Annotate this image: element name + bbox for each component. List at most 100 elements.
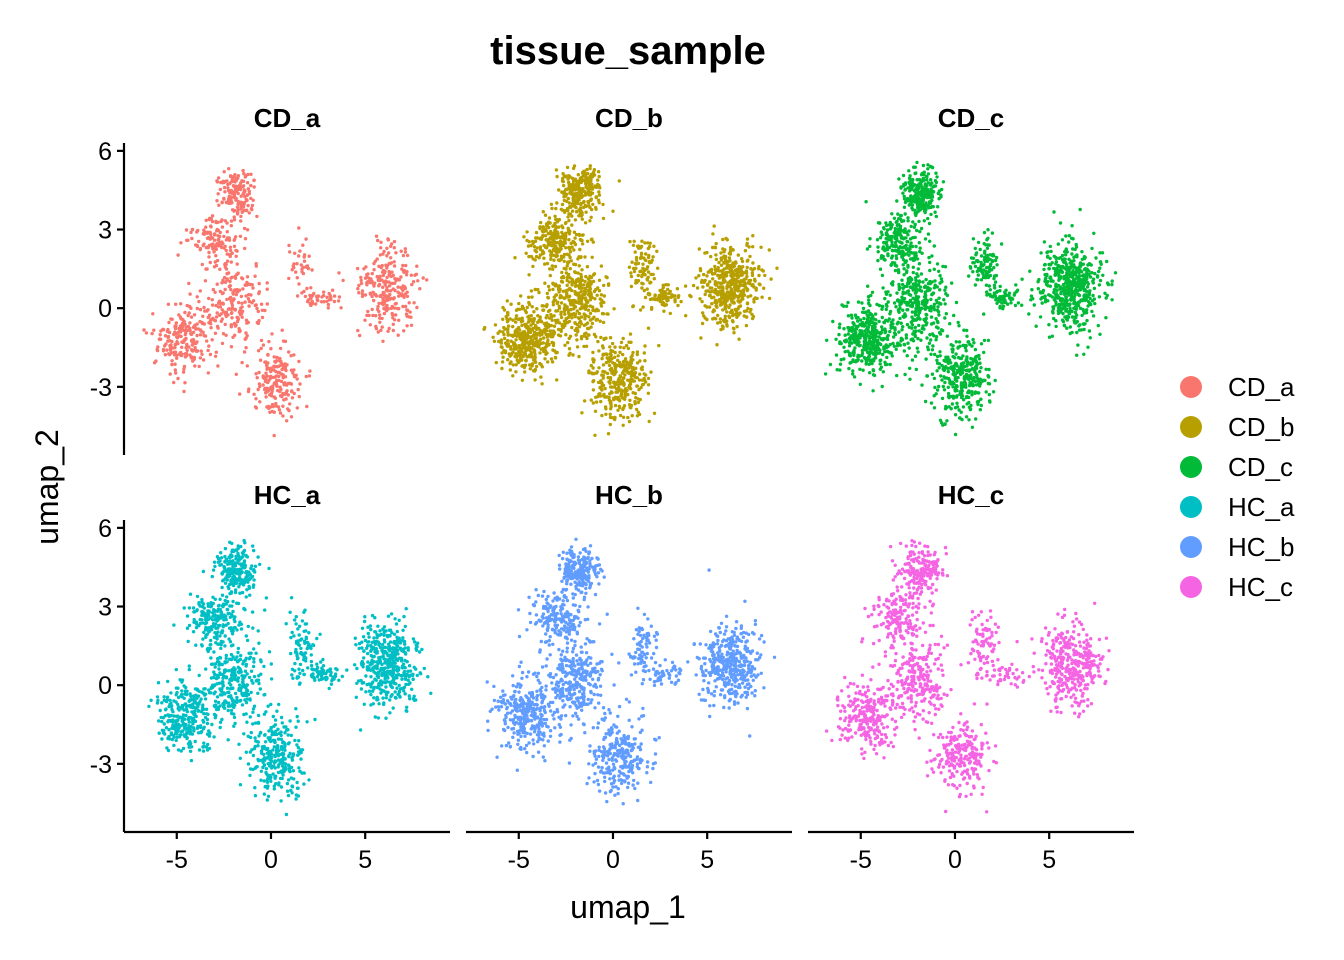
data-point [701,285,705,289]
data-point [234,372,238,376]
data-point [541,210,545,214]
data-point [549,315,554,319]
data-point [523,370,527,374]
data-point [228,284,232,288]
data-point [533,378,537,382]
data-point [567,238,571,242]
data-point [225,236,230,240]
data-point [584,298,588,302]
data-point [403,247,407,251]
data-point [555,350,559,355]
data-point [1034,324,1038,328]
data-point [749,307,753,312]
data-point [635,414,640,418]
data-point [411,280,416,284]
data-point [523,363,528,367]
data-point [552,236,557,240]
data-point [1092,231,1096,235]
data-point [580,217,584,221]
data-point [264,371,268,375]
data-point [1078,306,1083,310]
data-point [215,311,219,315]
data-point [913,165,917,169]
data-point [367,279,371,284]
data-point [548,273,552,278]
data-point [531,333,536,337]
data-point [584,344,589,348]
data-point [649,370,653,374]
data-point [1090,246,1094,251]
data-point [396,285,400,289]
data-point [287,350,291,354]
data-point [222,197,226,201]
data-point [512,333,517,337]
data-point [567,353,571,357]
data-point [749,267,753,271]
data-point [332,294,337,298]
data-point [603,386,607,391]
data-point [889,281,894,286]
data-point [823,372,828,376]
data-point [911,236,915,240]
data-point [982,338,987,343]
data-point [231,184,236,188]
data-point [227,195,231,200]
data-point [613,355,617,359]
data-point [228,248,233,253]
data-point [176,253,180,257]
data-point [207,250,211,255]
data-point [673,297,677,301]
data-point [209,243,214,247]
data-point [882,320,886,324]
data-point [184,346,188,350]
data-point [392,318,397,322]
data-point [555,301,559,306]
data-point [242,208,246,213]
data-point [185,348,189,353]
data-point [494,360,498,365]
data-point [1058,221,1063,225]
data-point [500,366,504,371]
data-point [913,325,917,330]
data-point [375,257,379,261]
data-point [630,414,634,418]
data-point [732,331,736,335]
data-point [646,383,651,387]
data-point [907,169,911,173]
data-point [635,352,639,357]
data-point [755,296,759,301]
data-point [555,241,559,245]
data-point [979,260,983,265]
data-point [589,325,593,329]
data-point [206,315,210,320]
data-point [708,290,712,294]
data-point [199,349,203,353]
data-point [337,271,341,275]
data-point [886,252,890,256]
data-point [388,289,393,293]
data-point [653,294,657,298]
data-point [217,299,222,303]
data-point [277,374,281,379]
data-point [264,395,268,399]
data-point [646,241,650,245]
data-point [646,292,650,296]
data-point [293,251,297,255]
data-point [237,201,242,206]
data-point [919,338,923,342]
data-point [904,300,909,305]
data-point [645,287,649,291]
data-point [575,338,579,342]
data-point [986,338,991,343]
data-point [568,204,572,208]
data-point [725,322,729,327]
data-point [546,295,550,300]
data-point [601,202,605,207]
data-point [1085,318,1089,323]
data-point [567,336,571,341]
data-point [568,250,573,254]
data-point [584,331,588,335]
data-point [512,346,517,350]
data-point [885,228,890,232]
data-point [630,260,634,264]
